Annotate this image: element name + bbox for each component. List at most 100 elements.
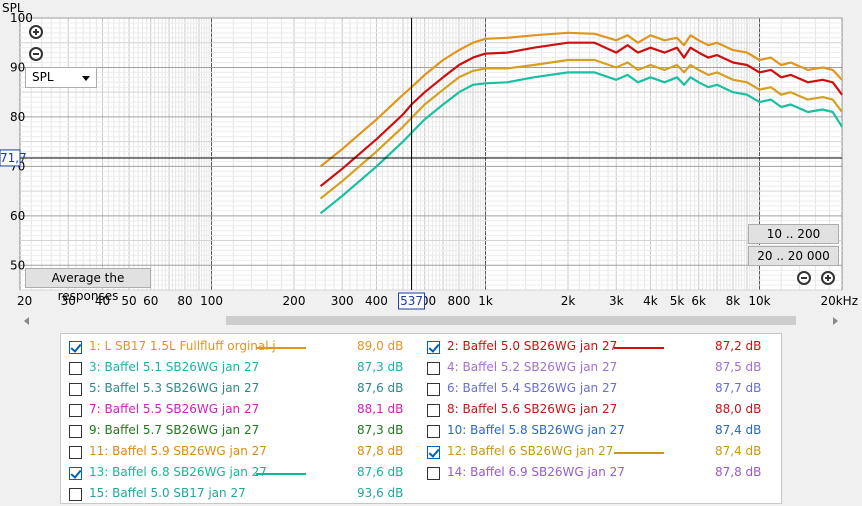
legend-line-swatch <box>614 347 664 349</box>
legend-item-level: 87,3 dB <box>357 360 404 374</box>
zoom-in-vertical-icon[interactable] <box>29 25 43 39</box>
x-tick-label: 20 <box>17 294 32 308</box>
legend-item-level: 87,4 dB <box>715 444 762 458</box>
legend-checkbox[interactable] <box>427 404 440 417</box>
x-tick-label: 20kHz <box>820 294 858 308</box>
x-tick-label: 400 <box>365 294 388 308</box>
legend-checkbox[interactable] <box>69 446 82 459</box>
legend-item-label: 2: Baffel 5.0 SB26WG jan 27 <box>447 339 618 353</box>
legend-checkbox[interactable] <box>69 404 82 417</box>
cursor-x-readout: 537 <box>400 294 423 308</box>
frequency-response-chart[interactable]: 2030405060801002003004006008001k2k3k4k5k… <box>0 0 862 312</box>
cursor-y-readout: 71,7 <box>0 151 27 165</box>
legend-item[interactable]: 7: Baffel 5.5 SB26WG jan 27 88,1 dB <box>69 401 419 422</box>
y-tick-label: 80 <box>10 110 25 124</box>
x-tick-label: 800 <box>448 294 471 308</box>
x-tick-label: 8k <box>726 294 741 308</box>
measurement-legend: 1: L SB17 1.5L Fullfluff orginal j 89,0 d… <box>60 333 782 504</box>
legend-line-swatch <box>256 473 306 475</box>
legend-item-label: 14: Baffel 6.9 SB26WG jan 27 <box>447 465 625 479</box>
zoom-out-vertical-icon[interactable] <box>29 47 43 61</box>
legend-item-level: 93,6 dB <box>357 486 404 500</box>
legend-item-label: 5: Baffel 5.3 SB26WG jan 27 <box>89 381 260 395</box>
x-tick-label: 30 <box>61 294 76 308</box>
zoom-in-horizontal-icon[interactable] <box>821 271 835 285</box>
average-responses-button[interactable]: Average the responses <box>25 268 151 303</box>
response-curve[interactable] <box>319 58 843 200</box>
legend-item[interactable]: 11: Baffel 5.9 SB26WG jan 27 87,8 dB <box>69 443 419 464</box>
legend-checkbox[interactable] <box>69 425 82 438</box>
response-curve[interactable] <box>319 71 843 215</box>
legend-line-swatch <box>256 347 306 349</box>
legend-checkbox[interactable] <box>427 425 440 438</box>
legend-checkbox[interactable] <box>69 488 82 501</box>
x-tick-label: 60 <box>143 294 158 308</box>
response-curve[interactable] <box>319 41 843 187</box>
legend-item-label: 15: Baffel 5.0 SB17 jan 27 <box>89 486 246 500</box>
legend-item-label: 13: Baffel 6.8 SB26WG jan 27 <box>89 465 267 479</box>
chevron-down-icon <box>82 76 90 81</box>
cursor-y-readout-box <box>0 149 21 167</box>
legend-item[interactable]: 10: Baffel 5.8 SB26WG jan 27 87,4 dB <box>427 422 777 443</box>
range-20-20000-button[interactable]: 20 .. 20 000 <box>748 246 839 266</box>
legend-item-label: 4: Baffel 5.2 SB26WG jan 27 <box>447 360 618 374</box>
range-10-200-button[interactable]: 10 .. 200 <box>748 224 839 244</box>
legend-item-level: 89,0 dB <box>357 339 404 353</box>
scroll-right-icon[interactable] <box>833 317 838 325</box>
legend-item[interactable]: 3: Baffel 5.1 SB26WG jan 27 87,3 dB <box>69 359 419 380</box>
legend-checkbox[interactable] <box>427 341 440 354</box>
legend-item-label: 8: Baffel 5.6 SB26WG jan 27 <box>447 402 618 416</box>
legend-item-label: 12: Baffel 6 SB26WG jan 27 <box>447 444 614 458</box>
legend-item[interactable]: 6: Baffel 5.4 SB26WG jan 27 87,7 dB <box>427 380 777 401</box>
legend-checkbox[interactable] <box>427 362 440 375</box>
legend-checkbox[interactable] <box>69 341 82 354</box>
x-tick-label: 300 <box>331 294 354 308</box>
legend-item[interactable]: 4: Baffel 5.2 SB26WG jan 27 87,5 dB <box>427 359 777 380</box>
x-tick-label: 1k <box>478 294 493 308</box>
legend-checkbox[interactable] <box>427 467 440 480</box>
legend-item[interactable]: 14: Baffel 6.9 SB26WG jan 27 87,8 dB <box>427 464 777 485</box>
y-tick-label: 60 <box>10 209 25 223</box>
scrollbar-thumb[interactable] <box>226 316 796 325</box>
legend-item[interactable]: 5: Baffel 5.3 SB26WG jan 27 87,6 dB <box>69 380 419 401</box>
plot-area[interactable] <box>19 17 843 291</box>
zoom-out-horizontal-icon[interactable] <box>797 271 811 285</box>
x-tick-label: 50 <box>121 294 136 308</box>
scroll-left-icon[interactable] <box>24 317 29 325</box>
y-tick-label: 100 <box>10 11 33 25</box>
x-tick-label: 5k <box>670 294 685 308</box>
spl-dropdown-value: SPL <box>32 70 54 84</box>
legend-item[interactable]: 13: Baffel 6.8 SB26WG jan 27 87,6 dB <box>69 464 419 485</box>
legend-item[interactable]: 2: Baffel 5.0 SB26WG jan 27 87,2 dB <box>427 338 777 359</box>
legend-item-level: 88,1 dB <box>357 402 404 416</box>
legend-line-swatch <box>614 452 664 454</box>
legend-item-label: 9: Baffel 5.7 SB26WG jan 27 <box>89 423 260 437</box>
legend-item-level: 87,4 dB <box>715 423 762 437</box>
legend-checkbox[interactable] <box>69 383 82 396</box>
spl-dropdown[interactable]: SPL <box>25 67 97 88</box>
legend-item[interactable]: 15: Baffel 5.0 SB17 jan 27 93,6 dB <box>69 485 419 506</box>
legend-item[interactable]: 8: Baffel 5.6 SB26WG jan 27 88,0 dB <box>427 401 777 422</box>
x-tick-label: 40 <box>95 294 110 308</box>
legend-item-level: 87,6 dB <box>357 381 404 395</box>
legend-item-level: 88,0 dB <box>715 402 762 416</box>
legend-item-level: 87,8 dB <box>357 444 404 458</box>
x-tick-label: 200 <box>283 294 306 308</box>
x-tick-label: 4k <box>643 294 658 308</box>
x-tick-label: 2k <box>561 294 576 308</box>
legend-checkbox[interactable] <box>427 446 440 459</box>
legend-item-level: 87,5 dB <box>715 360 762 374</box>
legend-item-level: 87,8 dB <box>715 465 762 479</box>
horizontal-scrollbar[interactable] <box>20 314 842 327</box>
legend-checkbox[interactable] <box>427 383 440 396</box>
response-curve[interactable] <box>319 31 843 168</box>
legend-checkbox[interactable] <box>69 467 82 480</box>
legend-item-level: 87,2 dB <box>715 339 762 353</box>
legend-checkbox[interactable] <box>69 362 82 375</box>
legend-item-level: 87,6 dB <box>357 465 404 479</box>
legend-item[interactable]: 1: L SB17 1.5L Fullfluff orginal j 89,0 d… <box>69 338 419 359</box>
x-tick-label: 100 <box>200 294 223 308</box>
legend-item[interactable]: 12: Baffel 6 SB26WG jan 27 87,4 dB <box>427 443 777 464</box>
legend-item-label: 6: Baffel 5.4 SB26WG jan 27 <box>447 381 618 395</box>
legend-item[interactable]: 9: Baffel 5.7 SB26WG jan 27 87,3 dB <box>69 422 419 443</box>
